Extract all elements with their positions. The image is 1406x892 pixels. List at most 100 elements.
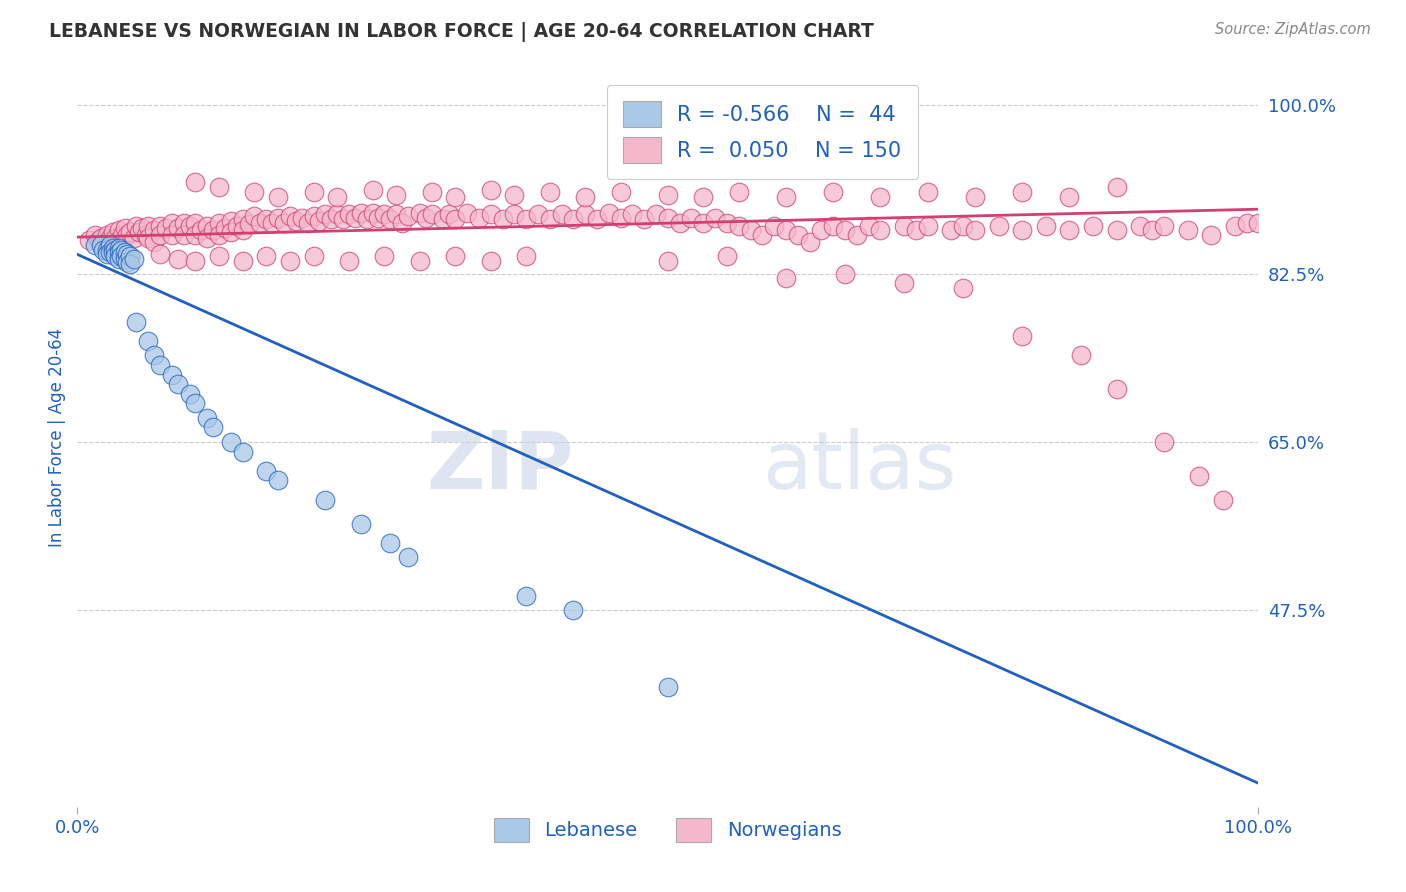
Point: [160, 228, 183, 243]
Point: [1011, 223, 1033, 237]
Point: [184, 175, 207, 189]
Point: [254, 211, 277, 226]
Point: [91, 235, 114, 250]
Point: [657, 211, 679, 225]
Legend: Lebanese, Norwegians: Lebanese, Norwegians: [486, 810, 849, 849]
Point: [267, 190, 290, 204]
Point: [166, 377, 188, 392]
Text: Source: ZipAtlas.com: Source: ZipAtlas.com: [1215, 22, 1371, 37]
Point: [1059, 190, 1081, 204]
Point: [1188, 468, 1211, 483]
Point: [775, 190, 797, 204]
Point: [104, 243, 127, 257]
Point: [740, 223, 762, 237]
Point: [107, 245, 129, 260]
Point: [941, 223, 963, 237]
Point: [337, 254, 360, 268]
Point: [243, 209, 266, 223]
Point: [1070, 348, 1092, 362]
Point: [503, 207, 526, 221]
Point: [716, 249, 738, 263]
Point: [1059, 223, 1081, 237]
Point: [704, 211, 727, 225]
Point: [278, 254, 301, 268]
Point: [356, 211, 378, 226]
Point: [166, 221, 188, 235]
Point: [114, 252, 136, 267]
Point: [291, 211, 314, 225]
Point: [219, 213, 242, 227]
Point: [515, 211, 537, 226]
Point: [107, 252, 129, 267]
Point: [84, 237, 107, 252]
Point: [87, 233, 110, 247]
Point: [1129, 219, 1152, 233]
Point: [202, 223, 225, 237]
Point: [267, 211, 290, 225]
Point: [350, 516, 373, 531]
Point: [444, 249, 467, 263]
Point: [107, 233, 129, 247]
Point: [184, 254, 207, 268]
Point: [273, 216, 295, 230]
Point: [219, 434, 242, 449]
Point: [751, 228, 773, 243]
Point: [190, 223, 212, 237]
Point: [143, 348, 166, 362]
Point: [645, 207, 668, 221]
Point: [122, 231, 145, 245]
Point: [314, 207, 336, 221]
Point: [100, 237, 122, 252]
Point: [184, 396, 207, 410]
Point: [101, 225, 124, 239]
Point: [823, 219, 845, 233]
Point: [278, 209, 301, 223]
Point: [267, 474, 290, 488]
Point: [91, 243, 114, 257]
Point: [586, 211, 609, 226]
Point: [396, 209, 419, 223]
Point: [254, 464, 277, 478]
Point: [184, 228, 207, 243]
Point: [479, 254, 502, 268]
Point: [214, 221, 236, 235]
Point: [692, 190, 714, 204]
Point: [225, 219, 247, 233]
Point: [538, 211, 561, 226]
Point: [114, 245, 136, 260]
Point: [391, 216, 413, 230]
Point: [115, 255, 138, 269]
Point: [727, 185, 749, 199]
Point: [456, 206, 478, 220]
Point: [869, 223, 891, 237]
Point: [893, 277, 915, 291]
Point: [284, 213, 307, 227]
Point: [1011, 329, 1033, 343]
Point: [987, 219, 1010, 233]
Point: [84, 228, 107, 243]
Point: [350, 206, 373, 220]
Point: [101, 241, 124, 255]
Point: [96, 228, 118, 243]
Point: [692, 216, 714, 230]
Point: [238, 217, 260, 231]
Point: [799, 235, 821, 249]
Point: [963, 223, 986, 237]
Point: [657, 187, 679, 202]
Point: [232, 254, 254, 268]
Point: [562, 211, 585, 226]
Point: [232, 444, 254, 458]
Point: [479, 207, 502, 221]
Point: [326, 190, 349, 204]
Point: [208, 216, 231, 230]
Point: [125, 315, 148, 329]
Point: [101, 237, 124, 252]
Y-axis label: In Labor Force | Age 20-64: In Labor Force | Age 20-64: [48, 327, 66, 547]
Point: [326, 207, 349, 221]
Point: [834, 223, 856, 237]
Point: [479, 183, 502, 197]
Point: [308, 213, 330, 227]
Point: [367, 211, 389, 225]
Point: [249, 216, 271, 230]
Point: [491, 211, 513, 226]
